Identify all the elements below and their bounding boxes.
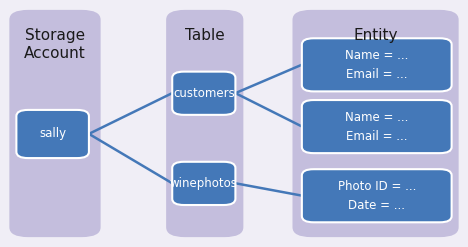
FancyBboxPatch shape [172,162,235,205]
FancyBboxPatch shape [302,38,452,91]
Text: Entity: Entity [353,28,398,43]
Text: Photo ID = ...
Date = ...: Photo ID = ... Date = ... [337,180,416,212]
Text: Storage
Account: Storage Account [24,28,86,61]
FancyBboxPatch shape [9,10,101,237]
Text: customers: customers [173,87,234,100]
FancyBboxPatch shape [16,110,89,158]
FancyBboxPatch shape [302,169,452,222]
Text: winephotos: winephotos [170,177,238,190]
FancyBboxPatch shape [172,72,235,115]
Text: sally: sally [39,127,66,141]
Text: Name = ...
Email = ...: Name = ... Email = ... [345,111,409,143]
FancyBboxPatch shape [292,10,459,237]
FancyBboxPatch shape [166,10,243,237]
FancyBboxPatch shape [302,100,452,153]
Text: Table: Table [185,28,225,43]
Text: Name = ...
Email = ...: Name = ... Email = ... [345,49,409,81]
